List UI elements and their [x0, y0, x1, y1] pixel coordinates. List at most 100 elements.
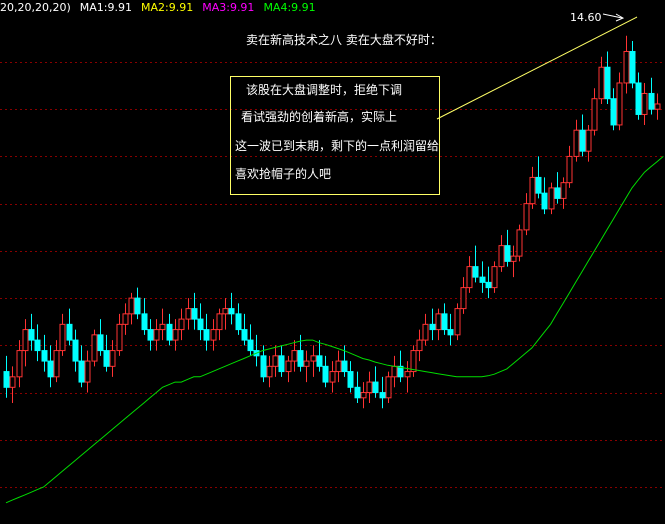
candle-body: [454, 308, 461, 336]
candle-body: [648, 92, 655, 110]
candle-body: [285, 360, 292, 373]
candle-body: [78, 360, 85, 383]
candle-body: [159, 323, 166, 331]
candle-body: [579, 129, 586, 152]
candle-body: [541, 192, 548, 210]
candle-body: [260, 355, 267, 378]
candle-body: [247, 339, 254, 352]
candle-body: [3, 371, 10, 388]
candle-body: [185, 308, 192, 320]
candle-body: [103, 350, 110, 367]
candle-body: [410, 350, 417, 373]
candle-body: [153, 329, 160, 341]
candle-body: [329, 371, 336, 383]
candle-body: [34, 339, 41, 352]
candle-body: [9, 376, 16, 388]
note-line-3: 这一波已到末期，剩下的一点利润留给: [235, 139, 440, 153]
candle-body: [479, 276, 486, 283]
candle-body: [228, 308, 235, 315]
candle-body: [53, 350, 60, 378]
candle-body: [516, 229, 523, 257]
candle-body: [616, 82, 623, 126]
candle-body: [59, 323, 66, 352]
peak-arrow: [602, 13, 623, 19]
candle-body: [291, 350, 298, 362]
note-line-4: 喜欢抢帽子的人吧: [235, 167, 332, 181]
candle-body: [272, 355, 279, 367]
candle-body: [429, 323, 436, 331]
candle-body: [472, 266, 479, 278]
candle-body: [598, 66, 605, 100]
candle-body: [147, 329, 154, 341]
candle-body: [529, 176, 536, 205]
candle-body: [354, 386, 361, 399]
ma3-legend: MA3:9.91: [202, 1, 255, 14]
candle-body: [84, 360, 91, 383]
candle-body: [66, 323, 73, 341]
candle-body: [610, 98, 617, 126]
ma4-legend: MA4:9.91: [263, 1, 316, 14]
candle-body: [310, 355, 317, 362]
candle-body: [654, 103, 661, 110]
candle-body: [222, 308, 229, 315]
candle-body: [335, 360, 342, 373]
candle-body: [128, 297, 135, 315]
candle-body: [97, 334, 104, 352]
candle-body: [134, 297, 141, 315]
note-line-1: 该股在大盘调整时，拒绝下调: [246, 83, 403, 97]
candle-body: [435, 313, 442, 331]
candle-body: [548, 187, 555, 210]
candle-body: [535, 176, 542, 194]
candle-body: [47, 360, 54, 378]
candle-body: [385, 376, 392, 399]
candle-body: [72, 339, 79, 362]
candle-body: [210, 329, 217, 341]
candle-body: [216, 313, 223, 331]
candle-body: [554, 187, 561, 199]
candle-body: [566, 155, 573, 184]
candle-body: [441, 313, 448, 331]
candle-body: [404, 371, 411, 378]
candle-body: [235, 313, 242, 331]
candle-body: [360, 392, 367, 399]
candle-body: [341, 360, 348, 373]
candle-body: [16, 350, 23, 378]
candle-body: [560, 182, 567, 199]
candle-body: [447, 329, 454, 336]
ma-params: 20,20,20,20): [0, 1, 71, 14]
candle-body: [322, 365, 329, 383]
candle-body: [203, 329, 210, 341]
candle-body: [491, 266, 498, 289]
candle-body: [122, 313, 129, 325]
peak-price-label: 14.60: [570, 11, 602, 24]
note-line-2: 看试强劲的创着新高，实际上: [241, 110, 398, 124]
candle-body: [460, 287, 467, 310]
candle-body: [116, 323, 123, 352]
trend-line: [436, 16, 638, 120]
candle-body: [585, 129, 592, 152]
candle-body: [191, 308, 198, 320]
candle-body: [504, 245, 511, 262]
candle-body: [28, 329, 35, 341]
candle-body: [635, 82, 642, 115]
candle-body: [297, 350, 304, 367]
peak-arrowhead: [615, 13, 625, 22]
candle-body: [573, 129, 580, 157]
candle-body: [498, 245, 505, 268]
candle-body: [623, 50, 630, 84]
candle-body: [591, 98, 598, 131]
candle-body: [372, 381, 379, 394]
candle-body: [141, 313, 148, 331]
candle-body: [604, 66, 611, 100]
candle-body: [172, 329, 179, 341]
candle-body: [485, 281, 492, 289]
candle-body: [391, 365, 398, 378]
ma1-legend: MA1:9.91: [79, 1, 132, 14]
candle-body: [397, 365, 404, 378]
candle-body: [41, 350, 48, 362]
candle-body: [366, 381, 373, 394]
candle-body: [316, 355, 323, 367]
candle-body: [422, 323, 429, 341]
candle-body: [466, 266, 473, 289]
ma-line: [5, 156, 664, 504]
